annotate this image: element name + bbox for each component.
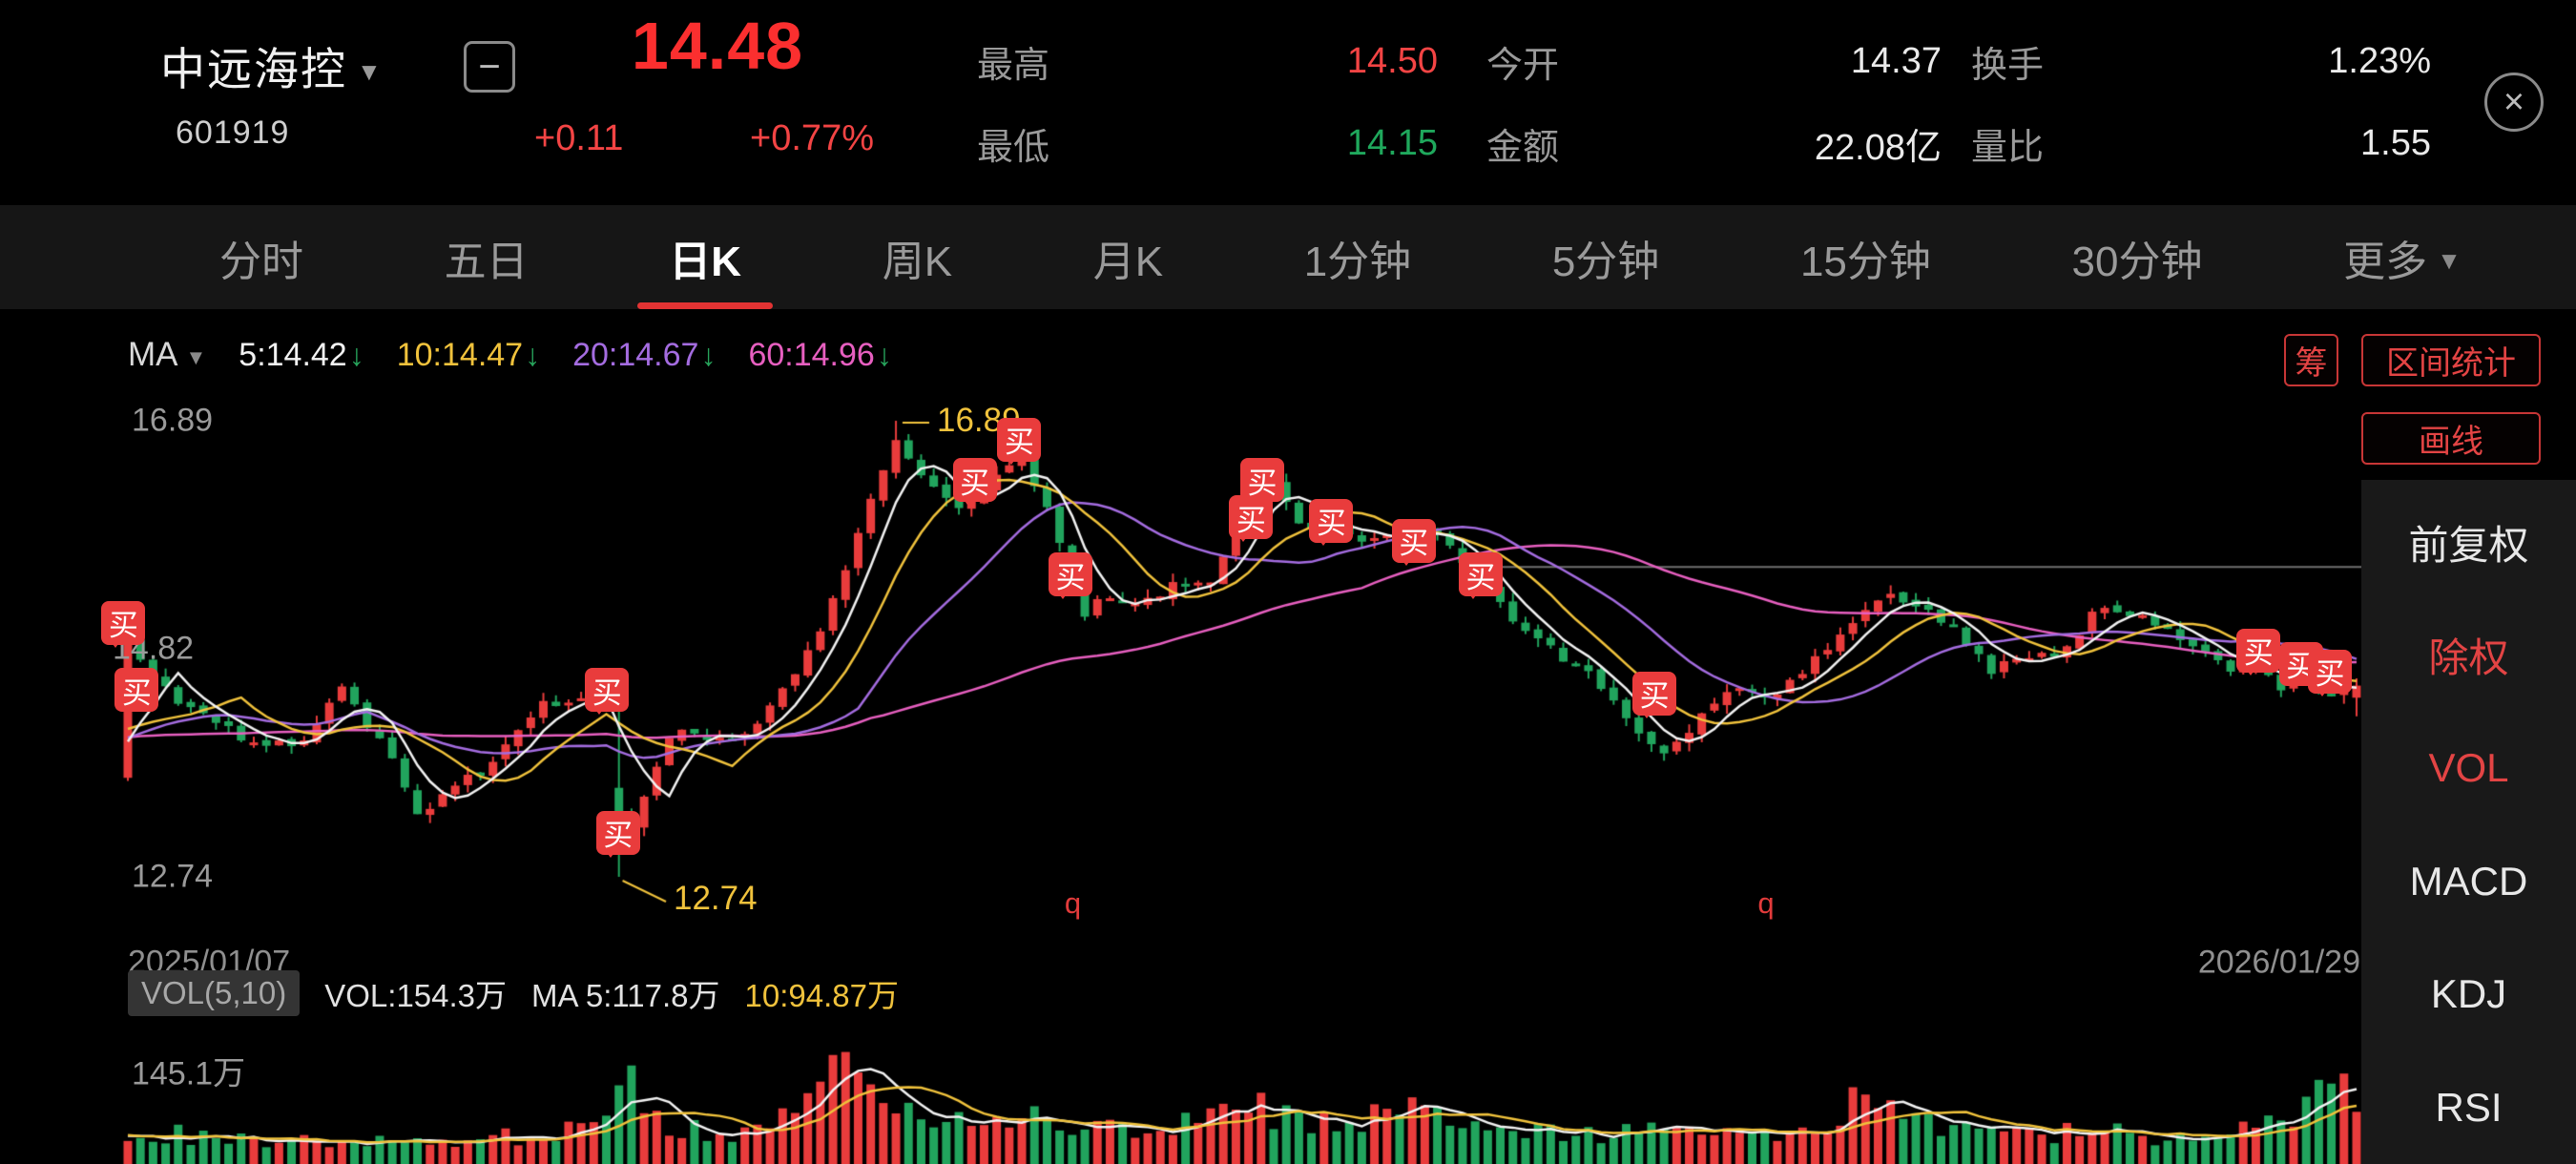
stat-volume-ratio: 量比 1.55 <box>1971 122 2431 168</box>
price-change-row: +0.11 +0.77% <box>534 118 874 159</box>
buy-signal-badge[interactable]: 买 <box>1632 671 1677 718</box>
buy-signal-badge[interactable]: 买 <box>952 458 997 506</box>
close-icon: × <box>2503 82 2525 122</box>
y-axis-max: 16.89 <box>132 402 214 439</box>
draw-line-button[interactable]: 画线 <box>2361 412 2541 465</box>
trough-price-annotation: 12.74 <box>674 880 758 917</box>
collapse-button[interactable]: − <box>464 41 515 93</box>
quote-stats: 最高 14.50 最低 14.15 今开 14.37 金额 22.08亿 <box>977 0 2431 205</box>
tab-5min[interactable]: 5分钟 <box>1551 238 1660 285</box>
tab-daily-k[interactable]: 日K <box>659 205 751 309</box>
buy-signal-badge[interactable]: 买 <box>1458 552 1503 600</box>
ma-legend: MA ▼ 5:14.42 ↓ 10:14.47 ↓ 20:14.67 ↓ 60:14.9… <box>128 336 892 374</box>
stat-turnover: 换手 1.23% <box>1971 40 2431 86</box>
tab-more[interactable]: 更多 ▼ <box>2343 238 2462 285</box>
range-statistics-button[interactable]: 区间统计 <box>2361 334 2541 386</box>
volume-ma10: 10:94.87万 <box>744 978 900 1013</box>
volume-legend: VOL(5,10) VOL:154.3万 MA 5:117.8万 10:94.8… <box>128 970 899 1016</box>
chevron-down-icon: ▼ <box>2437 246 2462 275</box>
tab-monthly-k[interactable]: 月K <box>1092 238 1164 285</box>
x-axis-end-date: 2026/01/29 <box>2197 944 2360 981</box>
panel-item-exright[interactable]: 除权 <box>2428 635 2509 681</box>
candlestick-chart[interactable] <box>0 309 2362 1164</box>
panel-item-qfq[interactable]: 前复权 <box>2408 522 2529 568</box>
period-tabbar: 分时 五日 日K 周K 月K 1分钟 5分钟 15分钟 30分钟 更多 ▼ <box>0 205 2576 309</box>
stat-low: 最低 14.15 <box>977 122 1438 168</box>
indicator-side-panel: 前复权 除权 VOL MACD KDJ RSI <box>2361 480 2576 1164</box>
buy-signal-badge[interactable]: 买 <box>1049 552 1093 600</box>
volume-ma5: MA 5:117.8万 <box>531 978 720 1013</box>
buy-signal-badge[interactable]: 买 <box>1309 498 1354 546</box>
down-arrow-icon: ↓ <box>348 337 364 372</box>
down-arrow-icon: ↓ <box>525 337 541 372</box>
ma-settings-toggle[interactable]: MA ▼ <box>128 336 207 373</box>
buy-signal-badge[interactable]: 买 <box>101 600 146 648</box>
stat-amount: 金额 22.08亿 <box>1486 127 1942 168</box>
chip-distribution-button[interactable]: 筹 <box>2284 334 2338 386</box>
tab-wuri[interactable]: 五日 <box>444 238 529 285</box>
buy-signal-badge[interactable]: 买 <box>114 668 159 716</box>
y-axis-min: 12.74 <box>132 858 214 895</box>
stock-header: 中远海控 ▼ 601919 − 14.48 +0.11 +0.77% 最高 14… <box>0 0 2576 205</box>
stock-code: 601919 <box>176 114 290 151</box>
price-change-percent: +0.77% <box>750 118 874 158</box>
price-change: +0.11 <box>534 118 624 158</box>
buy-signal-badge[interactable]: 买 <box>1240 458 1285 506</box>
volume-indicator-chip[interactable]: VOL(5,10) <box>128 970 301 1016</box>
buy-signal-badge[interactable]: 买 <box>2236 628 2281 676</box>
stock-name-selector[interactable]: 中远海控 ▼ <box>160 32 382 98</box>
chart-region: MA ▼ 5:14.42 ↓ 10:14.47 ↓ 20:14.67 ↓ 60:14.9… <box>0 309 2576 1164</box>
panel-item-kdj[interactable]: KDJ <box>2430 971 2507 1017</box>
buy-signal-badge[interactable]: 买 <box>595 810 640 858</box>
tab-15min[interactable]: 15分钟 <box>1799 238 1931 285</box>
volume-axis-max: 145.1万 <box>132 1055 246 1092</box>
current-price: 14.48 <box>631 9 804 83</box>
tab-weekly-k[interactable]: 周K <box>882 238 953 285</box>
panel-item-rsi[interactable]: RSI <box>2435 1084 2503 1130</box>
down-arrow-icon: ↓ <box>876 337 892 372</box>
event-marker[interactable]: q <box>1757 886 1775 920</box>
buy-signal-badge[interactable]: 买 <box>1391 518 1436 566</box>
event-marker[interactable]: q <box>1064 886 1082 920</box>
buy-signal-badge[interactable]: 买 <box>997 417 1042 465</box>
close-button[interactable]: × <box>2484 73 2544 132</box>
stat-high: 最高 14.50 <box>977 40 1438 86</box>
tab-fenshi[interactable]: 分时 <box>219 238 303 285</box>
chevron-down-icon: ▼ <box>357 57 382 86</box>
stock-name: 中远海控 <box>160 44 347 94</box>
ma5-value: 5:14.42 ↓ <box>239 336 364 373</box>
chevron-down-icon: ▼ <box>185 345 207 369</box>
ma20-value: 20:14.67 ↓ <box>572 336 717 373</box>
tab-1min[interactable]: 1分钟 <box>1303 238 1412 285</box>
stat-open: 今开 14.37 <box>1486 40 1942 86</box>
ma60-value: 60:14.96 ↓ <box>748 336 892 373</box>
down-arrow-icon: ↓ <box>700 337 717 372</box>
panel-item-vol[interactable]: VOL <box>2428 745 2509 791</box>
panel-item-macd[interactable]: MACD <box>2409 858 2528 904</box>
volume-value: VOL:154.3万 <box>324 978 508 1013</box>
tab-30min[interactable]: 30分钟 <box>2071 238 2203 285</box>
buy-signal-badge[interactable]: 买 <box>2307 649 2352 696</box>
ma10-value: 10:14.47 ↓ <box>396 336 541 373</box>
buy-signal-badge[interactable]: 买 <box>585 668 630 716</box>
